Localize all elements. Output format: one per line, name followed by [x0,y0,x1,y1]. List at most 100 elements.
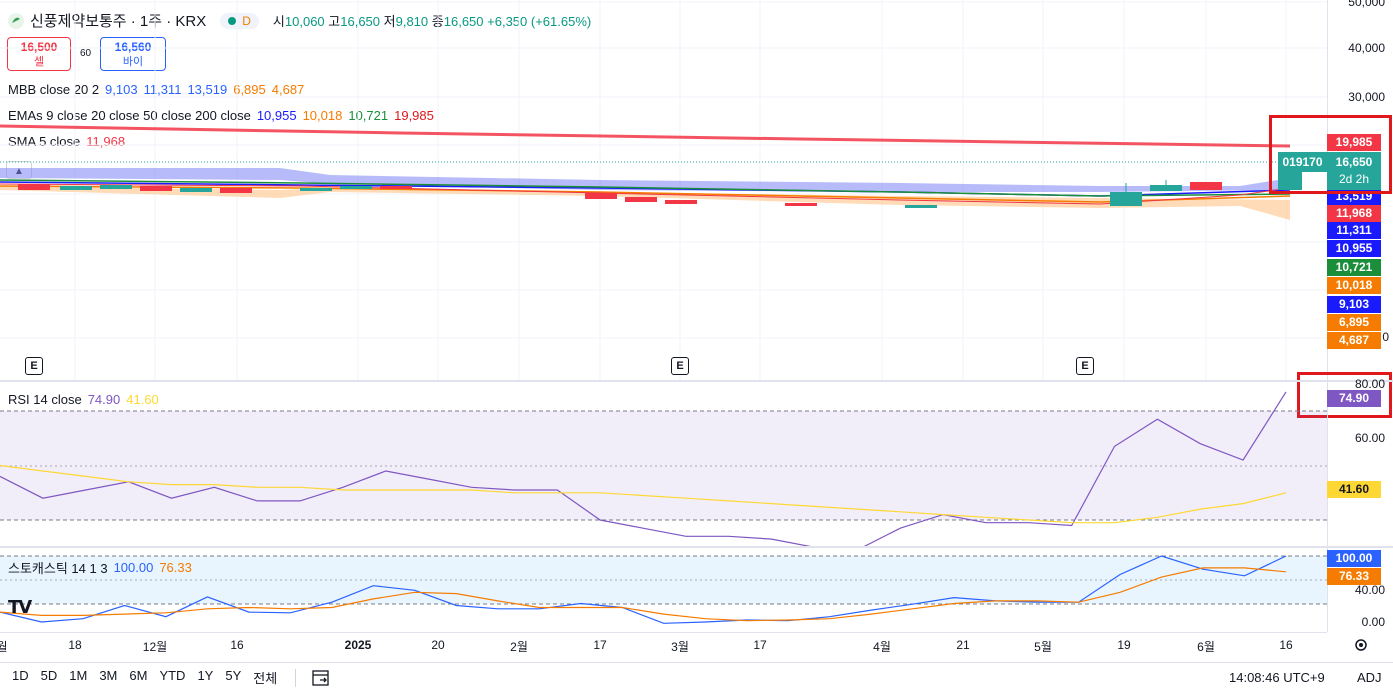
rsi-value: 74.90 [87,392,121,407]
price-tick: 40,000 [1348,41,1385,55]
symbol-title[interactable]: 신풍제약보통주 · 1주 · KRX [30,13,207,30]
timeframe-list: 1D 5D 1M 3M 6M YTD 1Y 5Y 전체 [0,668,277,687]
rsi-tick: 60.00 [1354,431,1385,445]
price-badge: 11,968 [1327,205,1381,222]
highlight-box-price [1269,115,1392,194]
open-label: 시 [272,14,285,29]
stoch-axis[interactable] [1327,548,1393,632]
candlesticks [18,180,1222,208]
time-axis[interactable] [0,632,1327,662]
stoch-label: 스토캐스틱 14 1 3 [8,561,108,576]
stoch-tick: 40.00 [1354,583,1385,597]
timeframe-5Y[interactable]: 5Y [225,668,242,683]
price-badge: 9,103 [1327,296,1381,313]
stoch-k-badge: 100.00 [1327,550,1381,567]
last-price-tag: 16,650 2d 2h [1327,152,1381,190]
time-tick: 18 [68,638,82,652]
sell-button[interactable]: 16,500 셀 [7,37,71,71]
pane-separator[interactable] [0,380,1393,382]
company-logo-icon [8,12,24,29]
tradingview-logo[interactable]: TV [8,597,32,618]
time-tick: 4월 [873,640,891,654]
earnings-marker[interactable]: E [25,357,43,375]
price-badge: 11,311 [1327,222,1381,239]
last-price-value: 16,650 [1335,155,1373,169]
rsi-legend[interactable]: RSI 14 close 74.90 41.60 [8,392,159,407]
price-badge: 10,955 [1327,240,1381,257]
bottom-toolbar: 1D 5D 1M 3M 6M YTD 1Y 5Y 전체 14:08:46 UTC+9 ADJ [0,662,1393,692]
high-label: 고 [328,14,341,29]
price-tick: 30,000 [1348,90,1385,104]
tradingview-logo-text: TV [8,597,32,618]
rsi-axis[interactable] [1327,382,1393,546]
sell-price: 16,500 [20,40,58,54]
gear-icon [1355,639,1367,651]
stoch-band-fill [0,556,1327,604]
last-price-code-tag: 019170 [1278,152,1327,172]
adj-toggle[interactable]: ADJ [1357,670,1382,685]
rsi-value-badge: 74.90 [1327,390,1381,407]
status-pill[interactable]: D [220,12,259,29]
buy-price: 16,560 [114,40,152,54]
last-price-block [1278,172,1302,190]
bollinger-upper-band [0,168,1290,192]
stochastic-pane[interactable] [0,548,1327,632]
time-tick: 5월 [1034,640,1052,654]
stoch-d-value: 76.33 [159,560,192,575]
timeframe-YTD[interactable]: YTD [159,668,186,683]
interval-badge: D [242,13,251,28]
pane-separator[interactable] [0,546,1393,548]
price-badge: 10,018 [1327,277,1381,294]
rsi-tick: 80.00 [1354,377,1385,391]
change-value: +6,350 (+61.65%) [487,14,592,29]
mbb-values: 9,103 11,311 13,519 6,895 4,687 [105,82,310,97]
emas-label: EMAs 9 close 20 close 50 close 200 close [8,108,251,123]
mbb-legend[interactable]: MBB close 20 2 9,103 11,311 13,519 6,895 4,6… [8,82,310,97]
clock[interactable]: 14:08:46 UTC+9 [1229,670,1325,685]
stoch-d-badge: 76.33 [1327,568,1381,585]
time-tick: 2025 [344,638,372,652]
time-tick: 3월 [671,640,689,654]
main-chart[interactable] [0,0,1327,380]
earnings-marker[interactable]: E [1076,357,1094,375]
time-tick: 16 [230,638,244,652]
timeframe-1M[interactable]: 1M [69,668,88,683]
time-tick: 21 [956,638,970,652]
timeframe-6M[interactable]: 6M [129,668,148,683]
time-tick: 월 [0,640,8,654]
mbb-value: 4,687 [271,82,305,97]
sell-label: 셀 [33,56,45,68]
ema-200-line [0,124,1291,148]
ema-value: 10,018 [302,108,343,123]
calendar-range-icon [312,669,329,686]
timeframe-3M[interactable]: 3M [99,668,118,683]
stoch-k-value: 100.00 [113,560,154,575]
rsi-pane[interactable] [0,382,1327,546]
mbb-label: MBB close 20 2 [8,82,100,97]
rsi-band-fill [0,411,1327,520]
time-tick: 19 [1117,638,1131,652]
price-badge: 4,687 [1327,332,1381,349]
high-value: 16,650 [340,14,381,29]
rsi-line [0,391,1287,546]
time-tick: 20 [431,638,445,652]
timeframe-1Y[interactable]: 1Y [197,668,214,683]
low-label: 저 [383,14,396,29]
time-tick: 2월 [510,640,528,654]
spread-value: 60 [80,48,92,59]
time-tick: 6월 [1197,640,1215,654]
rsi-ma-badge: 41.60 [1327,481,1381,498]
price-badge: 19,985 [1327,134,1381,151]
timeframe-1D[interactable]: 1D [12,668,29,683]
time-tick: 17 [753,638,767,652]
timeframe-5D[interactable]: 5D [40,668,58,683]
mbb-value: 9,103 [105,82,138,97]
toolbar-divider [295,668,297,687]
time-tick: 16 [1279,638,1293,652]
stoch-legend[interactable]: 스토캐스틱 14 1 3 100.00 76.33 [8,558,192,577]
axis-settings-button[interactable] [1352,636,1370,654]
compare-range-button[interactable] [310,667,332,689]
buy-label: 바이 [122,56,144,68]
timeframe-전체[interactable]: 전체 [253,671,278,686]
earnings-marker[interactable]: E [671,357,689,375]
